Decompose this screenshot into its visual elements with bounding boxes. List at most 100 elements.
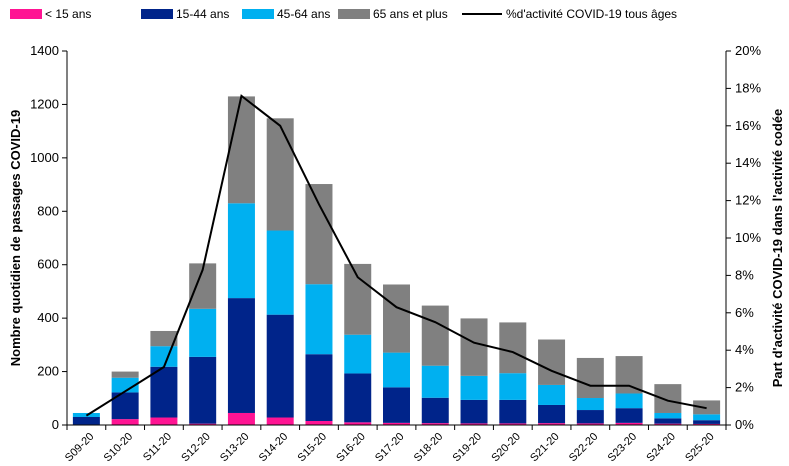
bar-segment <box>693 423 721 425</box>
x-tick-label: S22-20 <box>567 431 601 465</box>
y-right-tick-label: 12% <box>735 193 761 208</box>
x-tick-label: S13-20 <box>218 431 252 465</box>
bar-segment <box>305 284 333 355</box>
legend-label: 65 ans et plus <box>373 7 448 21</box>
bar-segment <box>111 371 139 378</box>
x-tick-label: S11-20 <box>141 431 174 464</box>
bar-segment <box>266 230 294 315</box>
y-right-tick-label: 14% <box>735 155 761 170</box>
bar-segment <box>576 423 604 425</box>
y-right-tick-label: 8% <box>735 267 754 282</box>
bar-segment <box>499 399 527 424</box>
bar-segment <box>499 423 527 425</box>
y-tick-label: 1200 <box>30 96 59 111</box>
bar-segment <box>499 373 527 400</box>
bar-segment <box>421 305 449 366</box>
y-right-tick-label: 6% <box>735 305 754 320</box>
legend-swatch <box>141 9 173 19</box>
bar-segment <box>615 422 643 425</box>
y-axis-title: Nombre quotidien de passages COVID-19 <box>8 110 23 366</box>
x-tick-label: S20-20 <box>489 431 523 465</box>
x-tick-label: S10-20 <box>102 431 136 465</box>
y-axis-right-title: Part d'activité COVID-19 dans l'activité… <box>770 109 785 388</box>
bar-segment <box>150 417 178 425</box>
bar-segment <box>421 365 449 398</box>
x-tick-label: S16-20 <box>334 431 368 465</box>
bar-segment <box>266 314 294 418</box>
bar-segment <box>227 203 255 299</box>
bar-segment <box>383 422 410 425</box>
y-tick-label: 1400 <box>30 43 59 58</box>
bar-segment <box>460 423 488 425</box>
bar-segment <box>654 418 682 424</box>
y-right-tick-label: 16% <box>735 118 761 133</box>
legend-swatch <box>242 9 274 19</box>
legend-label: 15-44 ans <box>176 7 229 21</box>
bar-segment <box>576 410 604 424</box>
y-right-tick-label: 18% <box>735 80 761 95</box>
bar-segment <box>266 417 294 425</box>
legend-swatch <box>10 9 42 19</box>
bar-segment <box>615 393 643 409</box>
x-tick-label: S15-20 <box>296 431 330 465</box>
legend: < 15 ans 15-44 ans 45-64 ans 65 ans et plus… <box>10 7 677 21</box>
bar-segment <box>693 414 721 421</box>
bar-segment <box>499 322 527 374</box>
bar-segment <box>538 339 566 385</box>
line-series-activite <box>85 94 707 417</box>
x-tick-label: S17-20 <box>373 431 407 465</box>
bar-segment <box>150 346 178 367</box>
bar-segment <box>460 318 488 376</box>
bar-segment <box>72 416 100 425</box>
legend-label: < 15 ans <box>45 7 91 21</box>
y-right-tick-label: 20% <box>735 43 761 58</box>
bar-segment <box>576 357 604 399</box>
y-tick-label: 1000 <box>30 150 59 165</box>
bars <box>72 96 721 425</box>
x-tick-label: S19-20 <box>451 431 485 465</box>
bar-segment <box>654 423 682 425</box>
bar-segment <box>189 423 217 425</box>
bar-segment <box>227 412 255 425</box>
bar-segment <box>654 412 682 419</box>
bar-segment <box>615 356 643 394</box>
bar-segment <box>111 419 139 425</box>
bar-segment <box>383 284 410 353</box>
y-right-tick-label: 2% <box>735 380 754 395</box>
x-tick-label: S09-20 <box>63 431 97 465</box>
y-right-tick-label: 10% <box>735 230 761 245</box>
bar-segment <box>538 404 566 424</box>
bar-segment <box>421 397 449 424</box>
bar-segment <box>227 298 255 413</box>
bar-segment <box>421 423 449 425</box>
bar-segment <box>383 352 410 388</box>
bar-segment <box>305 354 333 421</box>
bar-segment <box>344 422 372 425</box>
x-tick-label: S25-20 <box>683 431 717 465</box>
bar-segment <box>189 308 217 357</box>
bar-segment <box>150 366 178 418</box>
y-tick-label: 400 <box>37 310 59 325</box>
x-tick-label: S24-20 <box>644 431 678 465</box>
bar-segment <box>693 420 721 424</box>
y-tick-label: 200 <box>37 364 59 379</box>
bar-segment <box>460 375 488 400</box>
line-layer <box>85 94 707 417</box>
bar-segment <box>266 118 294 231</box>
bar-segment <box>654 384 682 413</box>
bar-segment <box>538 423 566 425</box>
y-right-tick-label: 4% <box>735 342 754 357</box>
bar-segment <box>150 330 178 347</box>
bar-segment <box>111 377 139 393</box>
x-tick-label: S23-20 <box>606 431 640 465</box>
bar-segment <box>305 420 333 425</box>
y-tick-label: 600 <box>37 257 59 272</box>
legend-label: 45-64 ans <box>277 7 330 21</box>
bar-segment <box>189 356 217 424</box>
x-tick-label: S12-20 <box>179 431 213 465</box>
bar-segment <box>305 184 333 285</box>
legend-swatch <box>338 9 370 19</box>
y-tick-label: 800 <box>37 203 59 218</box>
bar-segment <box>615 408 643 423</box>
